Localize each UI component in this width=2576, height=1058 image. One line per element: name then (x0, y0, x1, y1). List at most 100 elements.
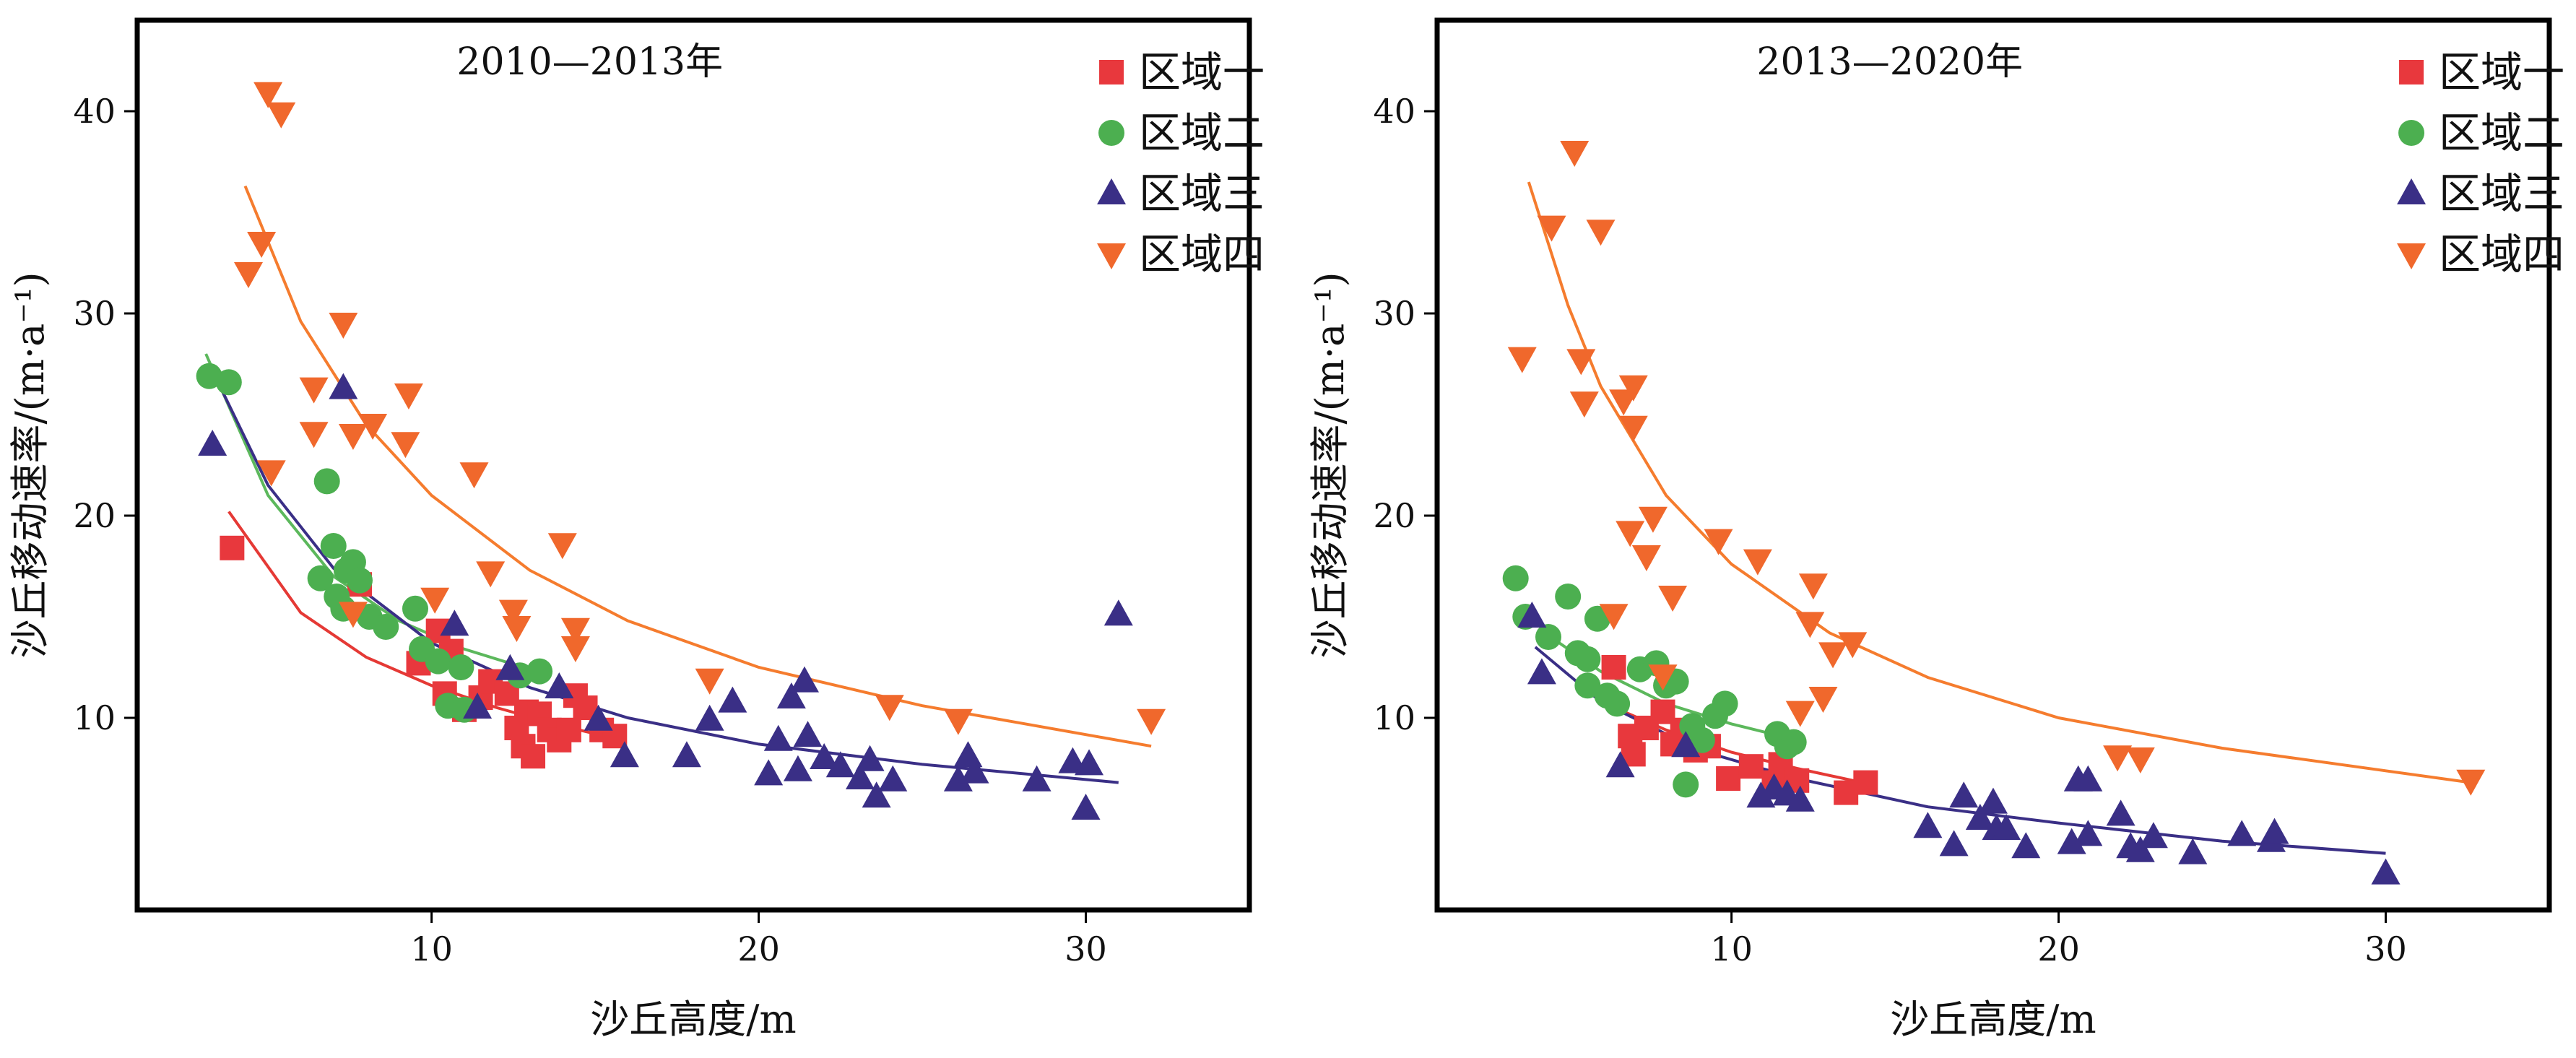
data-point-region-3 (1075, 749, 1104, 776)
legend-label-1: 区域一 (1139, 48, 1265, 97)
data-point-region-3 (672, 741, 701, 768)
data-point-region-3 (440, 610, 469, 636)
data-point-region-2 (425, 648, 451, 675)
data-point-region-3 (198, 430, 227, 456)
data-point-region-3 (1913, 812, 1943, 838)
data-point-region-4 (1566, 349, 1596, 376)
data-point-region-4 (1838, 632, 1868, 659)
data-point-region-2 (1574, 646, 1601, 672)
data-point-region-2 (1555, 584, 1582, 610)
data-point-region-4 (1537, 215, 1566, 242)
data-point-region-3 (960, 757, 989, 784)
data-point-region-3 (545, 672, 574, 698)
data-point-region-3 (793, 721, 823, 747)
data-point-region-1 (220, 535, 245, 560)
data-point-region-3 (1605, 751, 1635, 778)
data-point-region-4 (1507, 347, 1537, 373)
data-point-region-2 (196, 363, 222, 389)
data-point-region-4 (1798, 573, 1828, 600)
data-point-region-3 (754, 759, 784, 786)
data-point-region-3 (695, 704, 724, 731)
data-point-region-2 (1688, 727, 1715, 753)
data-point-region-4 (498, 599, 528, 626)
y-tick-label: 30 (73, 294, 116, 333)
legend-label-4: 区域四 (2439, 230, 2564, 279)
legend-label-1: 区域一 (2439, 48, 2564, 97)
legend-marker-1 (2399, 60, 2424, 84)
data-point-region-3 (776, 682, 806, 708)
data-point-region-4 (1704, 529, 1733, 555)
data-point-region-3 (1965, 804, 1995, 830)
data-point-region-2 (1712, 690, 1738, 717)
data-point-region-3 (1992, 814, 2021, 840)
data-point-region-3 (2125, 836, 2155, 862)
data-point-region-4 (1560, 141, 1590, 167)
data-point-region-4 (247, 232, 277, 258)
data-point-region-4 (299, 422, 329, 448)
data-point-region-3 (584, 704, 613, 731)
data-point-region-3 (1949, 781, 1979, 808)
data-point-region-1 (1738, 754, 1764, 779)
x-axis-title: 沙丘高度/m (590, 997, 796, 1042)
data-point-region-3 (2073, 765, 2103, 792)
data-point-region-2 (1584, 605, 1610, 632)
data-point-region-4 (1569, 391, 1599, 418)
legend-marker-4 (2397, 243, 2427, 269)
x-axis-title: 沙丘高度/m (1890, 997, 2096, 1042)
data-point-region-2 (215, 369, 242, 396)
legend-marker-3 (2397, 178, 2427, 204)
data-point-region-4 (1631, 545, 1661, 571)
data-point-region-2 (526, 658, 553, 685)
data-point-region-3 (1785, 785, 1815, 812)
data-point-region-3 (2260, 818, 2289, 844)
data-point-region-3 (610, 741, 639, 768)
x-tick-label: 20 (737, 929, 780, 968)
data-point-region-2 (373, 614, 399, 640)
x-tick-label: 20 (2037, 929, 2080, 968)
data-point-region-3 (463, 693, 493, 719)
data-point-region-2 (307, 565, 334, 591)
data-point-region-4 (1808, 687, 1838, 713)
y-tick-label: 30 (1373, 294, 1415, 333)
data-point-region-4 (1648, 664, 1678, 691)
data-point-region-3 (878, 765, 908, 792)
data-point-region-2 (1502, 565, 1529, 591)
data-point-region-2 (313, 468, 340, 495)
legend-marker-2 (2398, 120, 2425, 146)
y-tick-label: 20 (1373, 496, 1415, 535)
data-point-region-3 (1071, 794, 1101, 820)
data-point-region-3 (2011, 832, 2041, 859)
data-point-region-2 (1535, 624, 1561, 650)
fit-curve-4 (243, 185, 1152, 748)
data-point-region-3 (2227, 820, 2257, 846)
data-point-region-4 (1586, 220, 1616, 246)
data-point-region-4 (253, 82, 283, 108)
data-point-region-4 (2456, 769, 2486, 796)
data-point-region-3 (1979, 787, 2008, 814)
data-point-region-3 (1103, 599, 1133, 626)
data-point-region-4 (1785, 701, 1815, 727)
x-tick-label: 30 (2364, 929, 2407, 968)
x-tick-label: 30 (1064, 929, 1107, 968)
panel-title: 2010—2013年 (456, 40, 723, 84)
data-point-region-4 (943, 708, 973, 735)
data-point-region-1 (556, 717, 581, 742)
data-point-region-2 (448, 654, 474, 680)
data-point-region-4 (695, 668, 724, 695)
y-tick-label: 10 (73, 698, 116, 737)
y-axis-title: 沙丘移动速率/(m·a⁻¹) (7, 272, 53, 658)
data-point-region-3 (1022, 765, 1051, 792)
data-point-region-3 (495, 654, 525, 680)
data-point-region-4 (1818, 642, 1848, 669)
data-point-region-3 (2138, 822, 2168, 849)
data-point-region-4 (1638, 506, 1668, 533)
data-point-region-4 (394, 383, 423, 409)
data-point-region-2 (1574, 672, 1601, 699)
legend-label-3: 区域三 (2439, 169, 2564, 218)
data-point-region-2 (347, 567, 373, 594)
data-point-region-4 (560, 636, 590, 662)
data-point-region-4 (1743, 549, 1772, 576)
data-point-region-3 (862, 781, 891, 808)
legend-label-4: 区域四 (1139, 230, 1265, 279)
